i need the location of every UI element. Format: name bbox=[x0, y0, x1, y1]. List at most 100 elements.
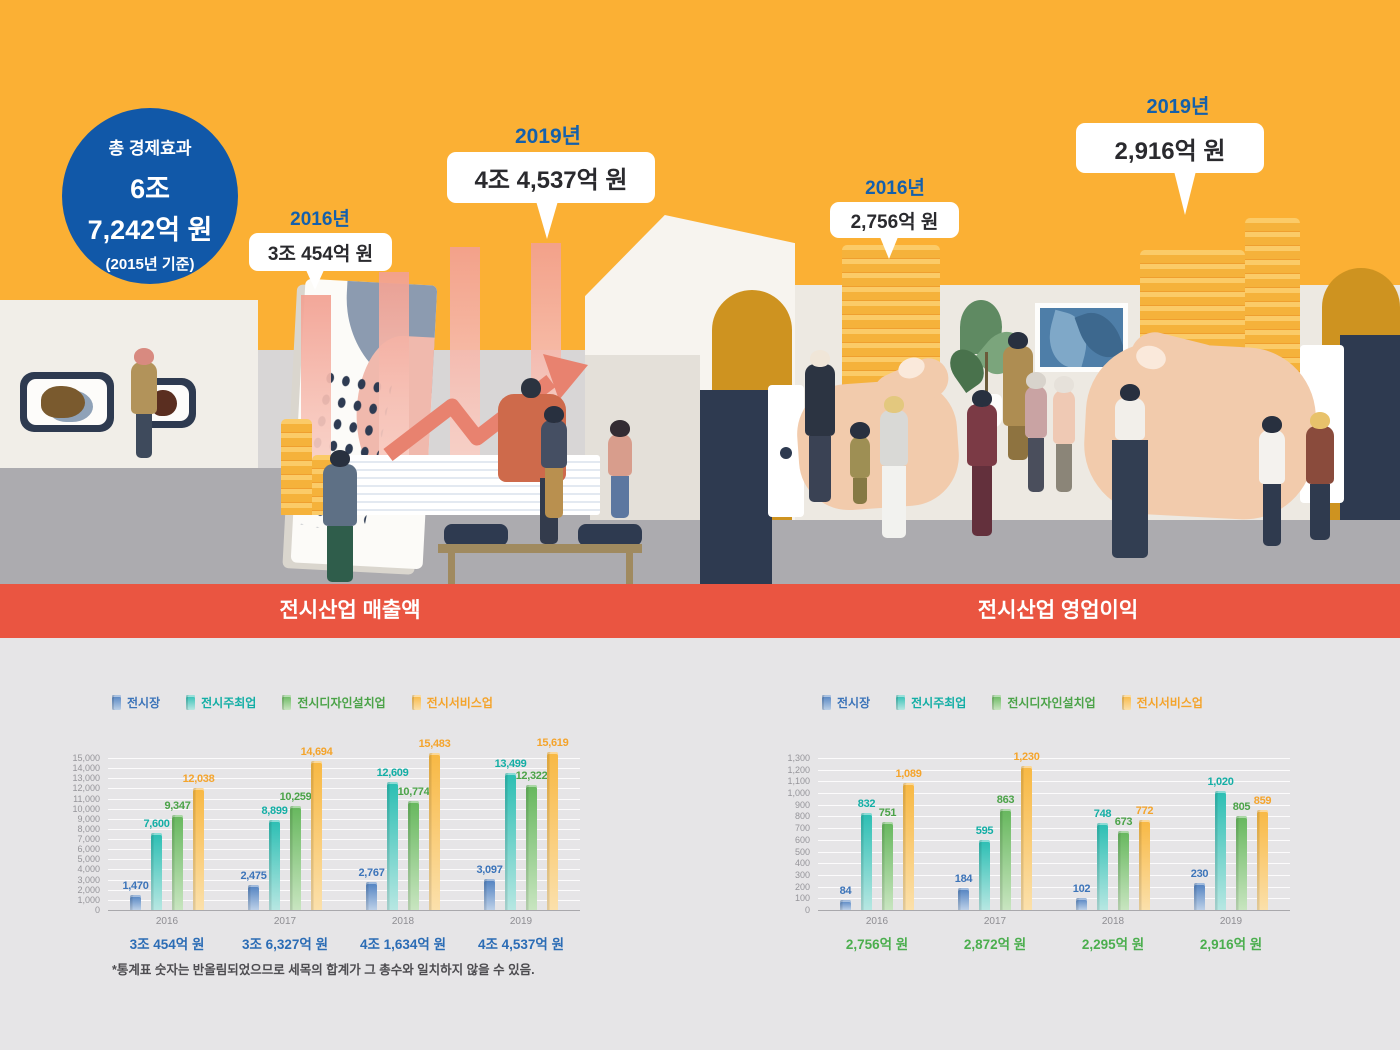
legend-swatch-icon bbox=[186, 695, 196, 710]
callout-year: 2019년 bbox=[1146, 96, 1210, 118]
grid-line bbox=[108, 910, 580, 911]
data-bar bbox=[1257, 809, 1268, 910]
bar-value-label: 12,038 bbox=[182, 773, 215, 785]
y-tick-label: 400 bbox=[794, 858, 810, 869]
data-bar bbox=[1076, 898, 1087, 910]
plant-stem bbox=[985, 352, 988, 400]
callout-bubble: 2,756억 원 bbox=[830, 202, 959, 238]
grid-line bbox=[818, 828, 1290, 830]
y-tick-label: 15,000 bbox=[72, 753, 100, 763]
legend-label: 전시주최업 bbox=[911, 696, 967, 710]
y-tick-label: 1,000 bbox=[77, 894, 100, 905]
callout-bubble: 3조 454억 원 bbox=[249, 233, 392, 271]
y-tick-label: 900 bbox=[794, 799, 810, 810]
callout-pointer bbox=[1174, 171, 1196, 215]
legend-item: 전시서비스업 bbox=[1121, 694, 1203, 711]
grid-line bbox=[108, 879, 580, 881]
bar-value-label: 230 bbox=[1190, 868, 1209, 881]
grid-line bbox=[108, 869, 580, 871]
grid-line bbox=[108, 758, 580, 759]
data-bar bbox=[526, 785, 537, 910]
y-tick-label: 300 bbox=[794, 869, 810, 880]
badge-title: 총 경제효과 bbox=[108, 139, 192, 158]
grid-line bbox=[818, 898, 1290, 900]
center-building-shade bbox=[585, 355, 700, 527]
grid-line bbox=[108, 798, 580, 800]
bar-value-label: 184 bbox=[954, 873, 973, 886]
bar-value-label: 859 bbox=[1253, 794, 1272, 807]
callout-pointer bbox=[880, 237, 898, 259]
callout-pointer bbox=[536, 201, 558, 239]
legend-item: 전시디자인설치업 bbox=[282, 694, 386, 711]
grid-line bbox=[108, 839, 580, 841]
y-tick-label: 0 bbox=[804, 905, 810, 915]
coin-stack-icon bbox=[281, 419, 312, 515]
y-tick-label: 600 bbox=[794, 834, 810, 845]
y-tick-label: 200 bbox=[794, 881, 810, 892]
bar-value-label: 3,097 bbox=[476, 863, 503, 876]
bar-value-label: 832 bbox=[857, 797, 876, 810]
y-tick-label: 3,000 bbox=[77, 874, 100, 885]
sales-legend: 전시장 전시주최업 전시디자인설치업 전시서비스업 bbox=[112, 694, 493, 711]
left-hand-sleeve bbox=[700, 390, 772, 584]
legend-swatch-icon bbox=[1121, 695, 1131, 710]
framed-artwork-icon bbox=[20, 372, 114, 432]
x-category-label: 2017 bbox=[273, 916, 297, 927]
grid-line bbox=[108, 859, 580, 861]
data-bar bbox=[366, 881, 377, 910]
legend-item: 전시서비스업 bbox=[411, 694, 493, 711]
data-bar bbox=[903, 782, 914, 910]
legend-label: 전시서비스업 bbox=[1136, 696, 1203, 710]
y-tick-label: 11,000 bbox=[73, 793, 100, 804]
grid-line bbox=[108, 828, 580, 830]
badge-caption: (2015년 기준) bbox=[105, 256, 195, 273]
callout-year: 2016년 bbox=[865, 178, 925, 199]
y-tick-label: 14,000 bbox=[72, 763, 100, 774]
grid-line bbox=[108, 778, 580, 780]
bar-value-label: 1,089 bbox=[895, 767, 922, 780]
x-category-label: 2019 bbox=[509, 916, 533, 927]
y-tick-label: 1,200 bbox=[787, 764, 810, 775]
x-category-label: 2018 bbox=[1101, 916, 1125, 927]
bar-value-label: 10,774 bbox=[397, 785, 430, 798]
legend-swatch-icon bbox=[992, 695, 1002, 710]
bar-value-label: 12,322 bbox=[515, 770, 548, 783]
data-bar bbox=[193, 788, 204, 910]
data-bar bbox=[840, 900, 851, 910]
grid-line bbox=[818, 758, 1290, 759]
legend-swatch-icon bbox=[411, 695, 421, 710]
grid-line bbox=[818, 851, 1290, 853]
year-total-label: 4조 4,537억 원 bbox=[477, 937, 565, 952]
y-tick-label: 700 bbox=[794, 823, 810, 834]
data-bar bbox=[387, 782, 398, 910]
x-category-label: 2016 bbox=[865, 916, 889, 927]
legend-label: 전시서비스업 bbox=[426, 696, 493, 710]
section-banner: 전시산업 매출액 전시산업 영업이익 bbox=[0, 584, 1400, 638]
data-bar bbox=[408, 800, 419, 910]
bar-value-label: 805 bbox=[1232, 800, 1251, 813]
grid-line bbox=[108, 849, 580, 851]
data-bar bbox=[172, 815, 183, 910]
bar-value-label: 1,230 bbox=[1013, 751, 1040, 764]
grid-line bbox=[818, 769, 1290, 771]
legend-swatch-icon bbox=[112, 695, 121, 710]
y-tick-label: 12,000 bbox=[72, 783, 100, 794]
y-tick-label: 800 bbox=[794, 811, 810, 822]
y-tick-label: 1,300 bbox=[787, 753, 810, 763]
bench bbox=[438, 544, 642, 553]
bench-cushion bbox=[578, 524, 642, 546]
bar-value-label: 772 bbox=[1135, 804, 1154, 817]
data-bar bbox=[505, 773, 516, 910]
grid-line bbox=[818, 839, 1290, 841]
data-bar bbox=[861, 812, 872, 910]
legend-item: 전시장 bbox=[822, 694, 870, 711]
bar-value-label: 8,899 bbox=[261, 804, 288, 817]
legend-swatch-icon bbox=[282, 695, 292, 710]
bar-value-label: 102 bbox=[1072, 883, 1091, 896]
bench-leg bbox=[448, 552, 455, 584]
bar-value-label: 863 bbox=[996, 794, 1015, 807]
year-total-label: 3조 454억 원 bbox=[129, 937, 205, 952]
bar-value-label: 14,694 bbox=[300, 746, 333, 759]
y-tick-label: 100 bbox=[794, 893, 810, 904]
grid-line bbox=[818, 863, 1290, 865]
